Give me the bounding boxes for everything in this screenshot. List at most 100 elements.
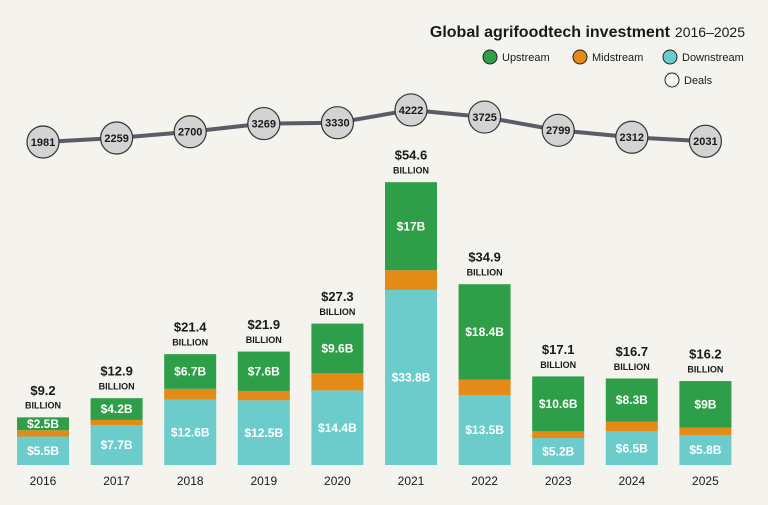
deal-label: 3725: [472, 112, 496, 124]
data-label: $4.2B: [101, 402, 133, 416]
deal-label: 2799: [546, 125, 570, 137]
x-tick-label: 2017: [103, 474, 130, 488]
total-unit: BILLION: [246, 335, 282, 345]
deal-label: 2700: [178, 127, 202, 139]
bar-segment: [385, 182, 437, 271]
deal-marker: [615, 120, 649, 154]
bar-segment: [90, 398, 143, 420]
deal-marker: [26, 125, 60, 159]
total-label: $16.2: [689, 347, 722, 362]
total-label: $9.2: [30, 383, 55, 398]
title: Global agrifoodtech investment: [430, 24, 671, 41]
bar-segment: [90, 425, 143, 465]
deal-label: 3330: [325, 118, 349, 130]
total-unit: BILLION: [467, 268, 503, 278]
data-label: $8.3B: [616, 393, 648, 407]
deal-marker: [468, 100, 502, 134]
legend-swatch: [662, 49, 678, 65]
total-label: $17.1: [542, 342, 575, 357]
bar-segment: [605, 421, 658, 432]
bar-segment: [17, 417, 69, 431]
bar-segment: [164, 388, 217, 400]
bar-segment: [385, 270, 437, 290]
data-label: $9B: [694, 398, 716, 412]
x-tick-label: 2018: [177, 474, 204, 488]
total-unit: BILLION: [319, 307, 355, 317]
bar-segment: [532, 438, 585, 465]
data-label: $5.2B: [542, 445, 574, 459]
total-label: $21.4: [174, 320, 207, 335]
deal-marker: [320, 106, 354, 140]
data-label: $33.8B: [392, 371, 431, 385]
bar-segment: [237, 390, 290, 401]
bar-segment: [679, 434, 732, 465]
total-unit: BILLION: [540, 360, 576, 370]
chart-title: Global agrifoodtech investment 2016–2025: [430, 24, 745, 42]
legend-swatch: [572, 49, 588, 65]
legend-label: Downstream: [682, 52, 744, 64]
total-unit: BILLION: [99, 382, 135, 392]
total-unit: BILLION: [172, 338, 208, 348]
total-unit: BILLION: [687, 364, 723, 374]
bar-segment: [385, 289, 437, 465]
deal-label: 4222: [399, 105, 423, 117]
data-label: $12.5B: [244, 426, 283, 440]
legend-swatch: [664, 72, 680, 88]
total-label: $34.9: [468, 250, 501, 265]
bar-segment: [458, 284, 511, 380]
subtitle: 2016–2025: [675, 24, 745, 40]
data-label: $10.6B: [539, 397, 578, 411]
total-unit: BILLION: [25, 401, 61, 411]
data-label: $6.7B: [174, 365, 206, 379]
bar-segment: [679, 381, 732, 428]
deal-label: 1981: [31, 137, 55, 149]
bar-segment: [458, 395, 511, 465]
data-label: $12.6B: [171, 426, 210, 440]
x-tick-label: 2024: [618, 474, 645, 488]
x-tick-label: 2019: [250, 474, 277, 488]
data-label: $9.6B: [321, 342, 353, 356]
data-label: $5.5B: [27, 444, 59, 458]
total-label: $27.3: [321, 289, 354, 304]
x-tick-label: 2021: [398, 474, 425, 488]
total-label: $21.9: [248, 317, 281, 332]
data-label: $17B: [397, 219, 426, 233]
bar-segment: [532, 431, 585, 439]
data-label: $5.8B: [689, 443, 721, 457]
data-label: $7.7B: [101, 438, 133, 452]
total-label: $16.7: [616, 344, 649, 359]
data-label: $7.6B: [248, 364, 280, 378]
deal-label: 3269: [252, 118, 276, 130]
bar-segment: [237, 400, 290, 465]
bar-segment: [311, 390, 364, 465]
x-tick-label: 2025: [692, 474, 719, 488]
bar-segment: [17, 430, 69, 437]
bar-segment: [311, 323, 364, 374]
total-unit: BILLION: [614, 362, 650, 372]
data-label: $18.4B: [465, 325, 504, 339]
deal-label: 2031: [693, 136, 717, 148]
bar-segment: [164, 399, 217, 465]
data-label: $6.5B: [616, 441, 648, 455]
deal-marker: [394, 93, 428, 127]
bar-segment: [17, 436, 69, 465]
bar-segment: [90, 419, 143, 426]
data-label: $2.5B: [27, 417, 59, 431]
bar-segment: [164, 354, 217, 389]
total-unit: BILLION: [393, 166, 429, 176]
x-tick-label: 2022: [471, 474, 498, 488]
data-label: $13.5B: [465, 423, 504, 437]
bar-segment: [458, 379, 511, 396]
bar-segment: [605, 431, 658, 465]
deal-marker: [173, 115, 207, 149]
deals-line: [42, 107, 706, 144]
data-label: $14.4B: [318, 421, 357, 435]
bar-segment: [532, 376, 585, 432]
total-label: $12.9: [100, 364, 133, 379]
deal-marker: [541, 113, 575, 147]
bar-segment: [311, 373, 364, 391]
total-label: $54.6: [395, 148, 428, 163]
bar-segment: [237, 351, 290, 391]
legend-label: Deals: [684, 75, 713, 87]
